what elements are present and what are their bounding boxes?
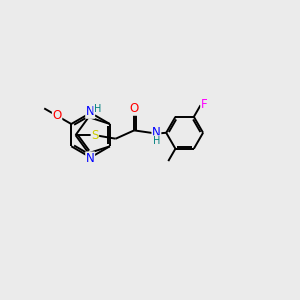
Text: N: N <box>152 126 161 139</box>
Text: O: O <box>130 102 139 115</box>
Text: S: S <box>91 129 99 142</box>
Text: N: N <box>86 105 94 118</box>
Text: F: F <box>201 98 207 111</box>
Text: N: N <box>86 152 94 165</box>
Text: H: H <box>94 104 101 114</box>
Text: O: O <box>52 109 62 122</box>
Text: H: H <box>153 136 160 146</box>
